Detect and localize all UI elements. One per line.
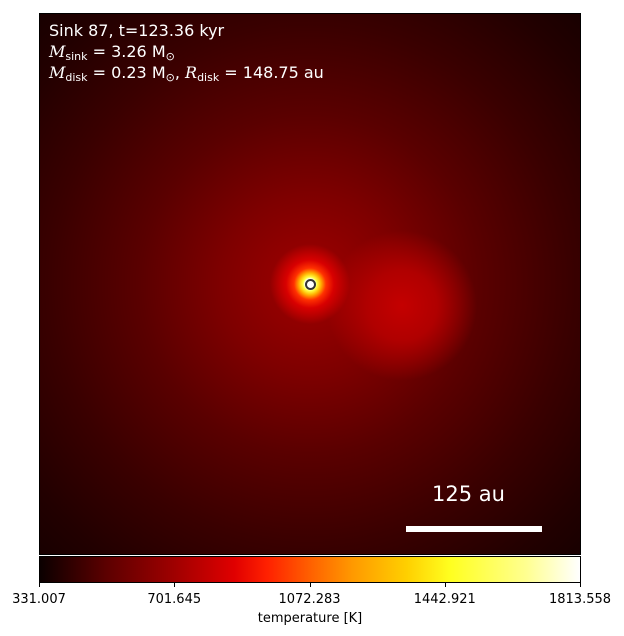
r-disk-symbol: R xyxy=(185,63,198,82)
sink-time-text: Sink 87, t=123.36 kyr xyxy=(49,21,225,40)
colorbar-tick-label: 1072.283 xyxy=(278,592,341,607)
colorbar-tick-mark xyxy=(174,583,176,587)
colorbar-tick-mark xyxy=(309,583,311,587)
colorbar-label: temperature [K] xyxy=(257,611,363,626)
colorbar-tick-label: 1442.921 xyxy=(413,592,476,607)
r-disk-subscript: disk xyxy=(197,71,220,84)
m-disk-value: = 0.23 M xyxy=(87,63,166,82)
m-disk-subscript: disk xyxy=(65,71,88,84)
disk-properties-label: Mdisk = 0.23 M⊙, Rdisk = 148.75 au xyxy=(49,63,324,88)
m-sink-symbol: M xyxy=(49,42,66,61)
m-sink-unit-subscript: ⊙ xyxy=(165,50,175,63)
m-sink-value: = 3.26 M xyxy=(87,42,166,61)
colorbar-tick-label: 1813.558 xyxy=(548,592,612,607)
m-disk-unit-subscript: ⊙ xyxy=(165,71,175,84)
scalebar-label: 125 au xyxy=(432,482,505,506)
m-disk-symbol: M xyxy=(49,63,66,82)
m-sink-subscript: sink xyxy=(65,50,88,63)
sink-time-label: Sink 87, t=123.36 kyr xyxy=(49,21,224,41)
colorbar-tick-label: 701.645 xyxy=(147,592,202,607)
temperature-map: Sink 87, t=123.36 kyr Msink = 3.26 M⊙ Md… xyxy=(39,13,581,555)
separator: , xyxy=(174,63,186,82)
colorbar-tick-mark xyxy=(39,583,40,587)
colorbar-tick-mark xyxy=(580,583,581,587)
colorbar xyxy=(39,556,581,583)
colorbar-tick-mark xyxy=(444,583,446,587)
r-disk-value: = 148.75 au xyxy=(219,63,324,82)
sink-mass-label: Msink = 3.26 M⊙ xyxy=(49,42,175,67)
colorbar-tick-label: 331.007 xyxy=(12,592,66,607)
sink-marker-icon xyxy=(305,279,316,290)
scalebar xyxy=(406,526,542,532)
